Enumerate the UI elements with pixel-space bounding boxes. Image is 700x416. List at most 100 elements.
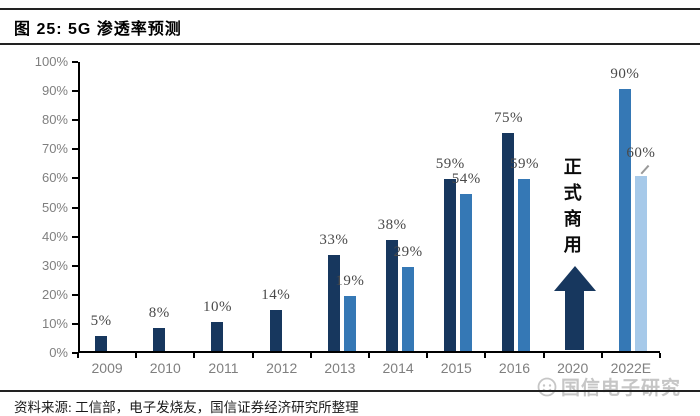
bar-2012 [269,310,282,351]
up-arrow-shaft [565,291,585,350]
x-axis-tick [600,353,603,358]
y-axis-tick [72,352,78,354]
bar-2016 [502,133,515,351]
bar-slot: 5% [91,313,111,351]
annotation-text: 正式 商用 [563,156,586,255]
bar-slot: 8% [149,305,169,351]
bar-slot: 59% [510,156,538,351]
x-axis-category-label: 2016 [498,360,531,376]
footer-rule [0,390,700,392]
title-rule [0,43,700,45]
y-axis-tick-label: 60% [41,170,68,186]
bar-value-label: 38% [377,217,407,233]
bar-slot: 54% [452,171,480,351]
y-axis-tick-label: 100% [34,54,68,69]
bar-value-label: 90% [610,66,640,82]
bar-slot: 33% [319,232,348,351]
watermark: 国信电子研究 [536,373,681,400]
bar-group: 8% [149,305,169,351]
category-cell-2022E: 90% 60% [604,62,662,351]
bar-2022E [618,89,631,351]
x-axis-category-label: 2014 [382,360,414,376]
y-axis-tick-label: 50% [41,199,68,215]
top-rule [0,8,700,10]
y-axis-tick-label: 10% [41,315,68,331]
bar-slot: 75% [494,110,522,351]
bar-slot: 19% [335,273,364,351]
bar-2014 [402,267,415,351]
y-axis-tick [72,148,78,151]
annotation-official-commercial-use: 正式 商用 [553,154,596,350]
x-axis-tick [426,353,429,358]
watermark-text: 国信电子研究 [561,378,682,399]
y-axis-tick [72,177,78,180]
y-axis-tick [72,322,78,325]
bar-group: 14% [261,287,290,351]
y-axis-tick [72,119,78,122]
y-axis-tick [72,293,78,296]
bar-slot: 90% [610,66,639,351]
bar-value-label: 5% [90,313,112,329]
x-axis-tick [309,353,312,358]
y-axis-tick-label: 20% [41,286,68,302]
x-axis-tick [659,353,661,358]
category-cell-2015: 59% 54% [429,62,487,351]
category-cell-2010: 8% [138,62,196,351]
y-axis-tick-label: 80% [41,112,68,128]
label-leader-line [640,164,649,175]
bar-slot: 10% [203,299,231,351]
bar-2010 [153,328,166,351]
x-axis-category-label: 2013 [324,360,356,376]
bar-group: 33% 19% [319,232,364,351]
x-axis-category-label: 2012 [266,360,298,376]
y-axis-tick [72,61,78,63]
x-axis-tick [251,353,254,358]
bar-group: 59% 54% [436,156,480,351]
smiley-face-icon [537,377,557,396]
bar-value-label: 75% [493,110,523,126]
bar-value-label: 10% [202,299,232,315]
bar-value-label: 59% [509,156,539,172]
bar-value-label: 59% [435,156,465,172]
category-cell-2011: 10% [196,62,254,351]
y-axis-tick-label: 30% [41,257,68,273]
x-axis-tick [484,353,487,358]
x-axis-tick [193,353,196,358]
bar-value-label: 29% [393,244,423,260]
bar-value-label: 33% [319,232,349,248]
category-cell-2009: 5% [80,62,138,351]
x-axis-category-label: 2011 [208,360,239,376]
bar-2011 [211,322,224,351]
bar-slot: 29% [394,244,422,351]
bar-value-label: 14% [261,287,291,303]
bar-2015 [444,179,457,351]
bar-group: 75% 59% [494,110,538,351]
y-axis-tick-label: 40% [41,228,68,244]
bar-2022E [634,176,647,351]
x-axis-tick [368,353,370,358]
bar-2009 [95,336,108,351]
source-note: 资料来源: 工信部，电子发烧友，国信证券经济研究所整理 [14,400,359,415]
y-axis-tick [72,206,78,209]
bar-group: 38% 29% [378,217,422,351]
category-cell-2014: 38% 29% [371,62,429,351]
y-axis-tick [72,90,78,93]
y-axis-tick [72,264,78,267]
bar-2013 [327,255,340,351]
bar-group: 5% [91,313,111,351]
bar-slot: 60% [626,145,655,351]
x-axis-category-label: 2015 [440,360,472,376]
bar-value-label: 60% [626,145,656,161]
category-cell-2020: 正式 商用 [546,62,604,351]
x-axis-category-label: 2009 [91,360,123,376]
figure-title: 图 25: 5G 渗透率预测 [14,21,182,38]
bar-slot: 14% [261,287,290,351]
category-cell-2013: 33% 19% [313,62,371,351]
x-axis-tick [542,353,545,358]
bar-2014 [386,240,399,351]
x-axis-category-label: 2022E [610,360,652,376]
bar-2013 [343,296,356,351]
bar-value-label: 19% [335,273,365,289]
x-axis-tick [77,353,79,358]
x-axis-tick [135,353,138,358]
